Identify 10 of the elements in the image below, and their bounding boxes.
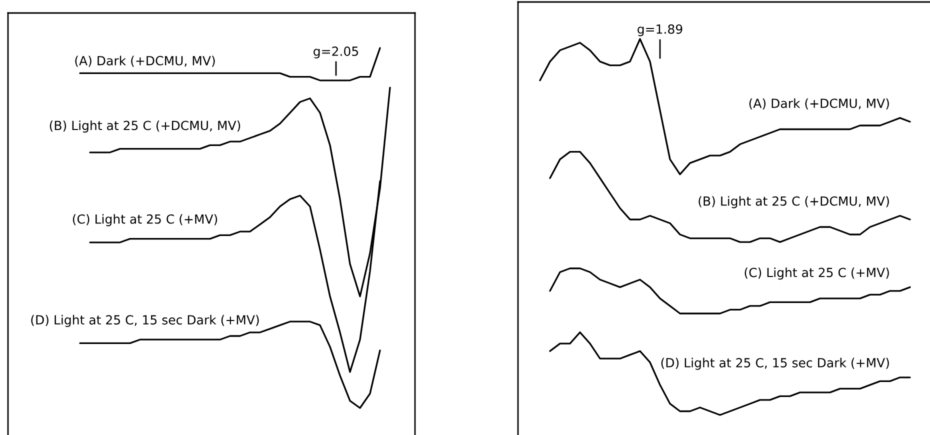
series-label: (D) Light at 25 C, 15 sec Dark (+MV) (661, 358, 889, 370)
text: g=1.89 (638, 24, 682, 36)
series-label: (C) Light at 25 C (+MV) (744, 268, 889, 280)
series-label: (B) Light at 25 C (+DCMU, MV) (50, 120, 240, 133)
series-label: (D) Light at 25 C, 15 sec Dark (+MV) (31, 314, 259, 327)
series-label: (C) Light at 25 C (+MV) (72, 214, 218, 226)
annotation: g=2.05 (314, 46, 358, 58)
series-label: (A) Dark (+DCMU, MV) (749, 98, 889, 110)
series-label: (A) Dark (+DCMU, MV) (75, 56, 215, 67)
series-label: (B) Light at 25 C (+DCMU, MV) (698, 196, 889, 208)
